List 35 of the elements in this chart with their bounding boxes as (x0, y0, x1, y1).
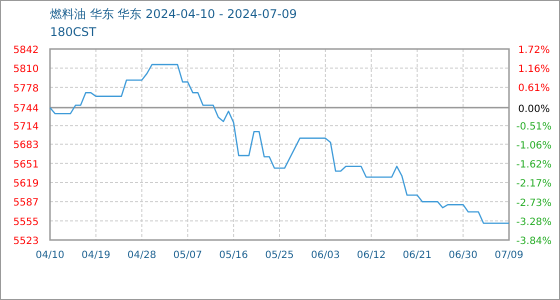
y2-tick-label: -1.62% (516, 160, 552, 171)
y2-tick-label: -0.51% (516, 122, 552, 133)
x-tick-label: 04/10 (36, 250, 64, 261)
x-tick-label: 05/16 (219, 250, 248, 261)
y-tick-label: 5683 (13, 140, 39, 152)
chart-title: 燃料油 华东 华东 2024-04-10 - 2024-07-09 (50, 7, 297, 21)
y2-tick-label: -1.06% (516, 140, 552, 152)
x-tick-label: 06/30 (448, 250, 478, 261)
x-tick-label: 06/12 (356, 250, 386, 261)
y2-tick-label: -3.28% (516, 216, 552, 228)
y-tick-label: 5651 (13, 159, 39, 170)
y2-tick-label: -2.17% (516, 178, 552, 190)
chart-subtitle: 180CST (50, 25, 97, 39)
x-tick-label: 04/19 (81, 250, 110, 261)
y2-tick-label: 1.16% (518, 64, 550, 76)
y-tick-label: 5842 (13, 45, 39, 56)
y2-tick-label: 0.00% (518, 104, 550, 116)
y-tick-label: 5778 (13, 83, 39, 94)
x-tick-label: 05/07 (173, 250, 202, 261)
y2-tick-label: 1.72% (518, 45, 550, 56)
x-tick-label: 05/25 (265, 250, 294, 261)
y-tick-label: 5619 (13, 178, 39, 190)
y-tick-label: 5587 (13, 198, 39, 209)
y-tick-label: 5714 (13, 122, 39, 133)
x-tick-label: 06/03 (310, 250, 340, 261)
x-tick-label: 07/09 (494, 250, 524, 261)
y2-tick-label: -3.84% (516, 236, 552, 247)
y2-tick-label: 0.61% (518, 83, 550, 94)
x-tick-label: 04/28 (127, 250, 156, 261)
y2-tick-label: -2.73% (516, 198, 552, 209)
y-tick-label: 5523 (13, 236, 39, 247)
y-tick-label: 5810 (13, 64, 39, 76)
y-tick-label: 5744 (13, 104, 39, 115)
y-tick-label: 5555 (13, 216, 39, 228)
x-tick-label: 06/21 (402, 250, 432, 261)
